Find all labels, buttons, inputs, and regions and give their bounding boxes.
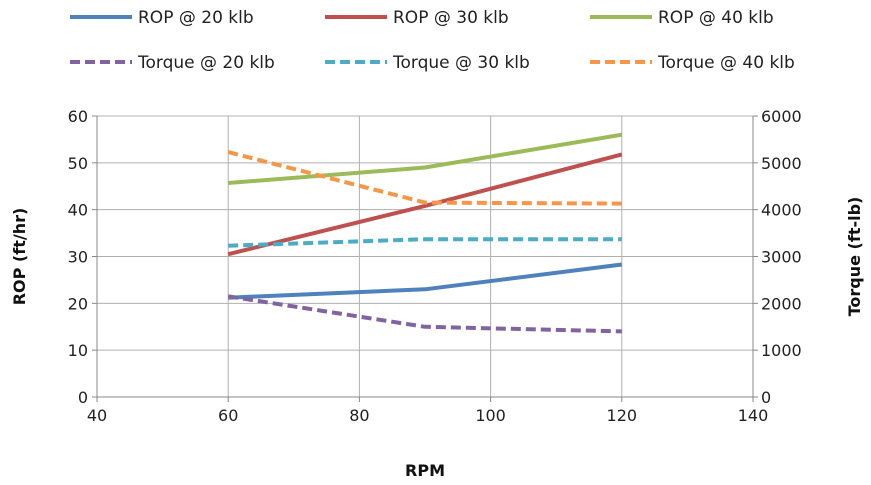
series-line-rop-20-klb: [228, 262, 623, 300]
x-tick-label: 100: [475, 406, 506, 425]
y-tick-label: 10: [68, 341, 88, 360]
y-tick-label: 50: [68, 154, 88, 173]
series-line-rop-30-klb: [227, 152, 623, 257]
axes: 40 60 80 100 120 1400102030405060010002000300…: [68, 107, 802, 425]
y-tick-label: 60: [68, 107, 88, 126]
y-tick-label: 40: [68, 201, 88, 220]
legend-label: Torque @ 20 klb: [137, 53, 275, 73]
y2-tick-label: 3000: [761, 248, 802, 267]
x-tick-label: 40: [87, 406, 107, 425]
y2-tick-label: 5000: [761, 154, 802, 173]
legend-label: Torque @ 40 klb: [657, 53, 795, 73]
series-line-torque-40-klb: [227, 150, 622, 206]
y-tick-label: 0: [78, 388, 88, 407]
series-line-torque-20-klb: [227, 294, 622, 334]
y-axis-right-title: Torque (ft-lb): [845, 197, 864, 317]
x-axis-title: RPM: [405, 461, 445, 480]
y-tick-label: 20: [68, 294, 88, 313]
series-line-torque-30-klb: [228, 237, 622, 248]
legend-label: ROP @ 20 klb: [138, 8, 254, 28]
y2-tick-label: 4000: [761, 201, 802, 220]
y-tick-label: 30: [68, 248, 88, 267]
gridlines: [96, 115, 754, 398]
x-tick-label: 120: [607, 406, 638, 425]
legend-label: Torque @ 30 klb: [392, 53, 530, 73]
series-lines: [227, 132, 623, 334]
series-line-rop-40-klb: [228, 132, 623, 185]
y-axis-left-title: ROP (ft/hr): [10, 208, 29, 306]
legend: ROP @ 20 klb ROP @ 30 klb ROP @ 40 klb Torq…: [70, 8, 795, 73]
x-tick-label: 60: [218, 406, 238, 425]
x-tick-label: 80: [349, 406, 369, 425]
x-tick-label: 140: [738, 406, 769, 425]
y2-tick-label: 0: [761, 388, 771, 407]
y2-tick-label: 6000: [761, 107, 802, 126]
y2-tick-label: 2000: [761, 294, 802, 313]
legend-label: ROP @ 30 klb: [393, 8, 509, 28]
legend-label: ROP @ 40 klb: [658, 8, 774, 28]
y2-tick-label: 1000: [761, 341, 802, 360]
